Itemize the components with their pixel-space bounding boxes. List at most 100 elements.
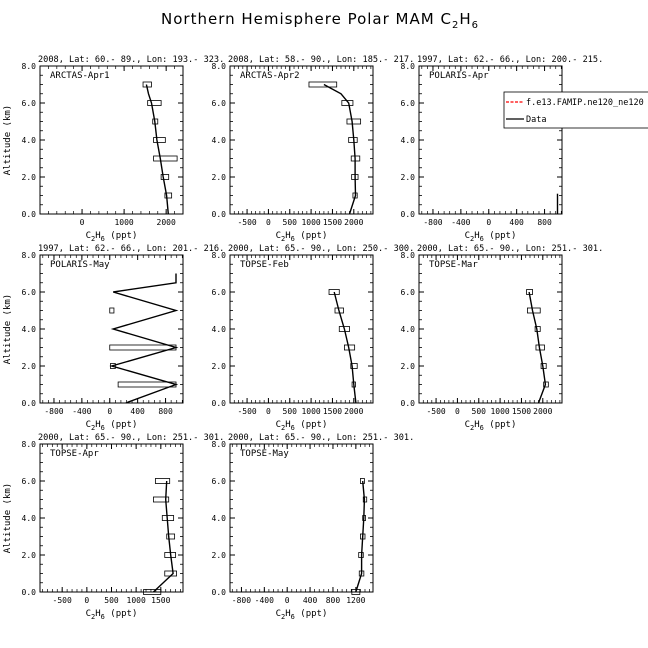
y-axis-label: Altitude (km) [3, 483, 13, 553]
panel-header: 2008, Lat: 60.- 89., Lon: 193.- 323. [38, 55, 224, 65]
panel-header: 2000, Lat: 65.- 90., Lon: 251.- 301. [417, 244, 603, 254]
x-tick-label: 800 [158, 407, 173, 416]
y-tick-label: 4.0 [212, 136, 227, 145]
y-axis-label: Altitude (km) [3, 294, 13, 364]
data-range-box [346, 118, 362, 125]
x-tick-label: 800 [537, 218, 552, 227]
panel-label: POLARIS-May [50, 260, 110, 270]
x-tick-label: 0 [80, 218, 85, 227]
y-tick-label: 4.0 [401, 325, 416, 334]
x-tick-label: 500 [283, 407, 298, 416]
data-range-box [143, 589, 162, 595]
x-tick-label: 1500 [512, 407, 531, 416]
plot-frame [229, 254, 374, 404]
x-tick-label: 2000 [344, 407, 363, 416]
legend-entry-label: f.e13.FAMIP.ne120_ne120 [526, 98, 644, 108]
plot-frame [39, 65, 184, 215]
panel-label: POLARIS-Apr [429, 71, 489, 81]
x-tick-label: 1200 [346, 596, 365, 605]
y-tick-label: 4.0 [22, 325, 37, 334]
figure-title-sub1: 2 [452, 20, 459, 31]
x-tick-label: -800 [44, 407, 63, 416]
panel-header: 1997, Lat: 62.- 66., Lon: 200.- 215. [417, 55, 603, 65]
figure-title-main: Northern Hemisphere Polar MAM C [161, 10, 452, 28]
y-tick-label: 2.0 [212, 551, 227, 560]
data-range-box [543, 381, 549, 388]
x-tick-label: 0 [266, 407, 271, 416]
y-tick-label: 6.0 [22, 288, 37, 297]
x-tick-label: 1000 [127, 596, 146, 605]
x-tick-label: 0 [486, 218, 491, 227]
panel-header: 2008, Lat: 58.- 90., Lon: 185.- 217. [228, 55, 414, 65]
figure-title-sub2: 6 [472, 20, 479, 31]
x-tick-label: 0 [84, 596, 89, 605]
panel-label: TOPSE-Apr [50, 449, 99, 459]
x-tick-label: 0 [107, 407, 112, 416]
y-tick-label: 0.0 [22, 399, 37, 408]
x-axis-label: C2H6 (ppt) [276, 609, 328, 621]
x-tick-label: 0 [285, 596, 290, 605]
y-tick-label: 2.0 [401, 362, 416, 371]
x-tick-label: 500 [104, 596, 119, 605]
plot-frame [418, 65, 563, 215]
data-profile-line [145, 84, 169, 215]
figure-title: Northern Hemisphere Polar MAM C2H6 [161, 10, 479, 31]
panel-8: 2000, Lat: 65.- 90., Lon: 251.- 301. TOPS… [212, 433, 415, 621]
y-tick-label: 6.0 [212, 99, 227, 108]
panel-5: 2000, Lat: 65.- 90., Lon: 250.- 300. TOPS… [212, 244, 415, 432]
legend-box [503, 91, 648, 129]
panels-group: 2008, Lat: 60.- 89., Lon: 193.- 323. ARCT… [3, 55, 648, 621]
x-tick-label: 500 [283, 218, 298, 227]
y-tick-label: 4.0 [401, 136, 416, 145]
x-tick-label: 400 [130, 407, 145, 416]
data-range-box [147, 100, 162, 106]
figure-title-mid: H [459, 10, 471, 28]
data-range-box [153, 137, 166, 143]
y-tick-label: 0.0 [212, 588, 227, 597]
plot-frame [229, 443, 374, 593]
panel-4: 1997, Lat: 62.- 66., Lon: 201.- 216. POLA… [3, 244, 224, 432]
y-tick-label: 6.0 [212, 288, 227, 297]
x-tick-label: -800 [232, 596, 251, 605]
y-tick-label: 4.0 [212, 325, 227, 334]
y-tick-label: 8.0 [22, 62, 37, 71]
data-range-box [350, 363, 358, 369]
x-tick-label: 1000 [301, 218, 320, 227]
x-tick-label: 400 [509, 218, 524, 227]
panel-header: 1997, Lat: 62.- 66., Lon: 201.- 216. [38, 244, 224, 254]
y-tick-label: 6.0 [212, 477, 227, 486]
panel-label: TOPSE-May [240, 449, 289, 459]
y-tick-label: 0.0 [212, 210, 227, 219]
panel-header: 2000, Lat: 65.- 90., Lon: 251.- 301. [228, 433, 414, 443]
x-tick-label: -400 [451, 218, 470, 227]
panel-label: TOPSE-Mar [429, 260, 478, 270]
y-tick-label: 8.0 [212, 251, 227, 260]
x-tick-label: 1500 [323, 218, 342, 227]
data-range-box [308, 81, 338, 88]
x-tick-label: 1500 [323, 407, 342, 416]
x-tick-label: 1000 [114, 218, 133, 227]
x-axis-label: C2H6 (ppt) [465, 231, 517, 243]
x-axis-label: C2H6 (ppt) [86, 420, 138, 432]
y-tick-label: 8.0 [22, 251, 37, 260]
panel-2: 2008, Lat: 58.- 90., Lon: 185.- 217. ARCT… [212, 55, 415, 243]
x-tick-label: 0 [455, 407, 460, 416]
x-tick-label: 400 [303, 596, 318, 605]
y-tick-label: 0.0 [401, 210, 416, 219]
x-axis-label: C2H6 (ppt) [276, 231, 328, 243]
data-range-box [117, 381, 177, 388]
panel-1: 2008, Lat: 60.- 89., Lon: 193.- 323. ARCT… [3, 55, 224, 243]
legend-entry-label: Data [526, 115, 546, 125]
x-tick-label: -500 [237, 407, 256, 416]
y-tick-label: 2.0 [212, 173, 227, 182]
y-tick-label: 8.0 [401, 62, 416, 71]
x-axis-label: C2H6 (ppt) [465, 420, 517, 432]
panel-6: 2000, Lat: 65.- 90., Lon: 251.- 301. TOPS… [401, 244, 604, 432]
data-range-box [153, 155, 178, 162]
x-tick-label: 1000 [301, 407, 320, 416]
x-tick-label: -400 [72, 407, 91, 416]
x-axis-label: C2H6 (ppt) [86, 609, 138, 621]
data-range-box [527, 307, 541, 314]
y-axis-label: Altitude (km) [3, 105, 13, 175]
